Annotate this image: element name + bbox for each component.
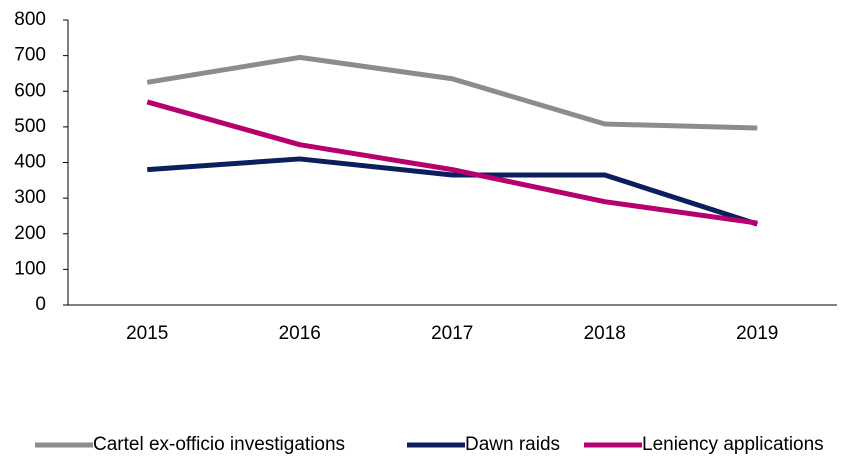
y-tick-label: 800: [14, 9, 46, 30]
y-tick-label: 0: [35, 294, 46, 315]
y-tick-label: 300: [14, 187, 46, 208]
legend-label: Cartel ex-officio investigations: [93, 434, 345, 455]
x-tick-label: 2019: [736, 323, 778, 344]
y-tick-label: 700: [14, 45, 46, 66]
x-tick-label: 2018: [584, 323, 626, 344]
series-line: [146, 54, 758, 131]
series-line: [146, 99, 758, 226]
x-tick-label: 2016: [279, 323, 321, 344]
y-tick-label: 400: [14, 152, 46, 173]
y-tick-label: 100: [14, 258, 46, 279]
x-tick-label: 2017: [431, 323, 473, 344]
series-line: [147, 156, 759, 227]
x-tick-label: 2015: [126, 323, 168, 344]
legend-label: Leniency applications: [642, 434, 824, 455]
legend-label: Dawn raids: [465, 434, 560, 455]
y-tick-label: 200: [14, 223, 46, 244]
y-tick-label: 500: [14, 116, 46, 137]
y-tick-label: 600: [14, 80, 46, 101]
